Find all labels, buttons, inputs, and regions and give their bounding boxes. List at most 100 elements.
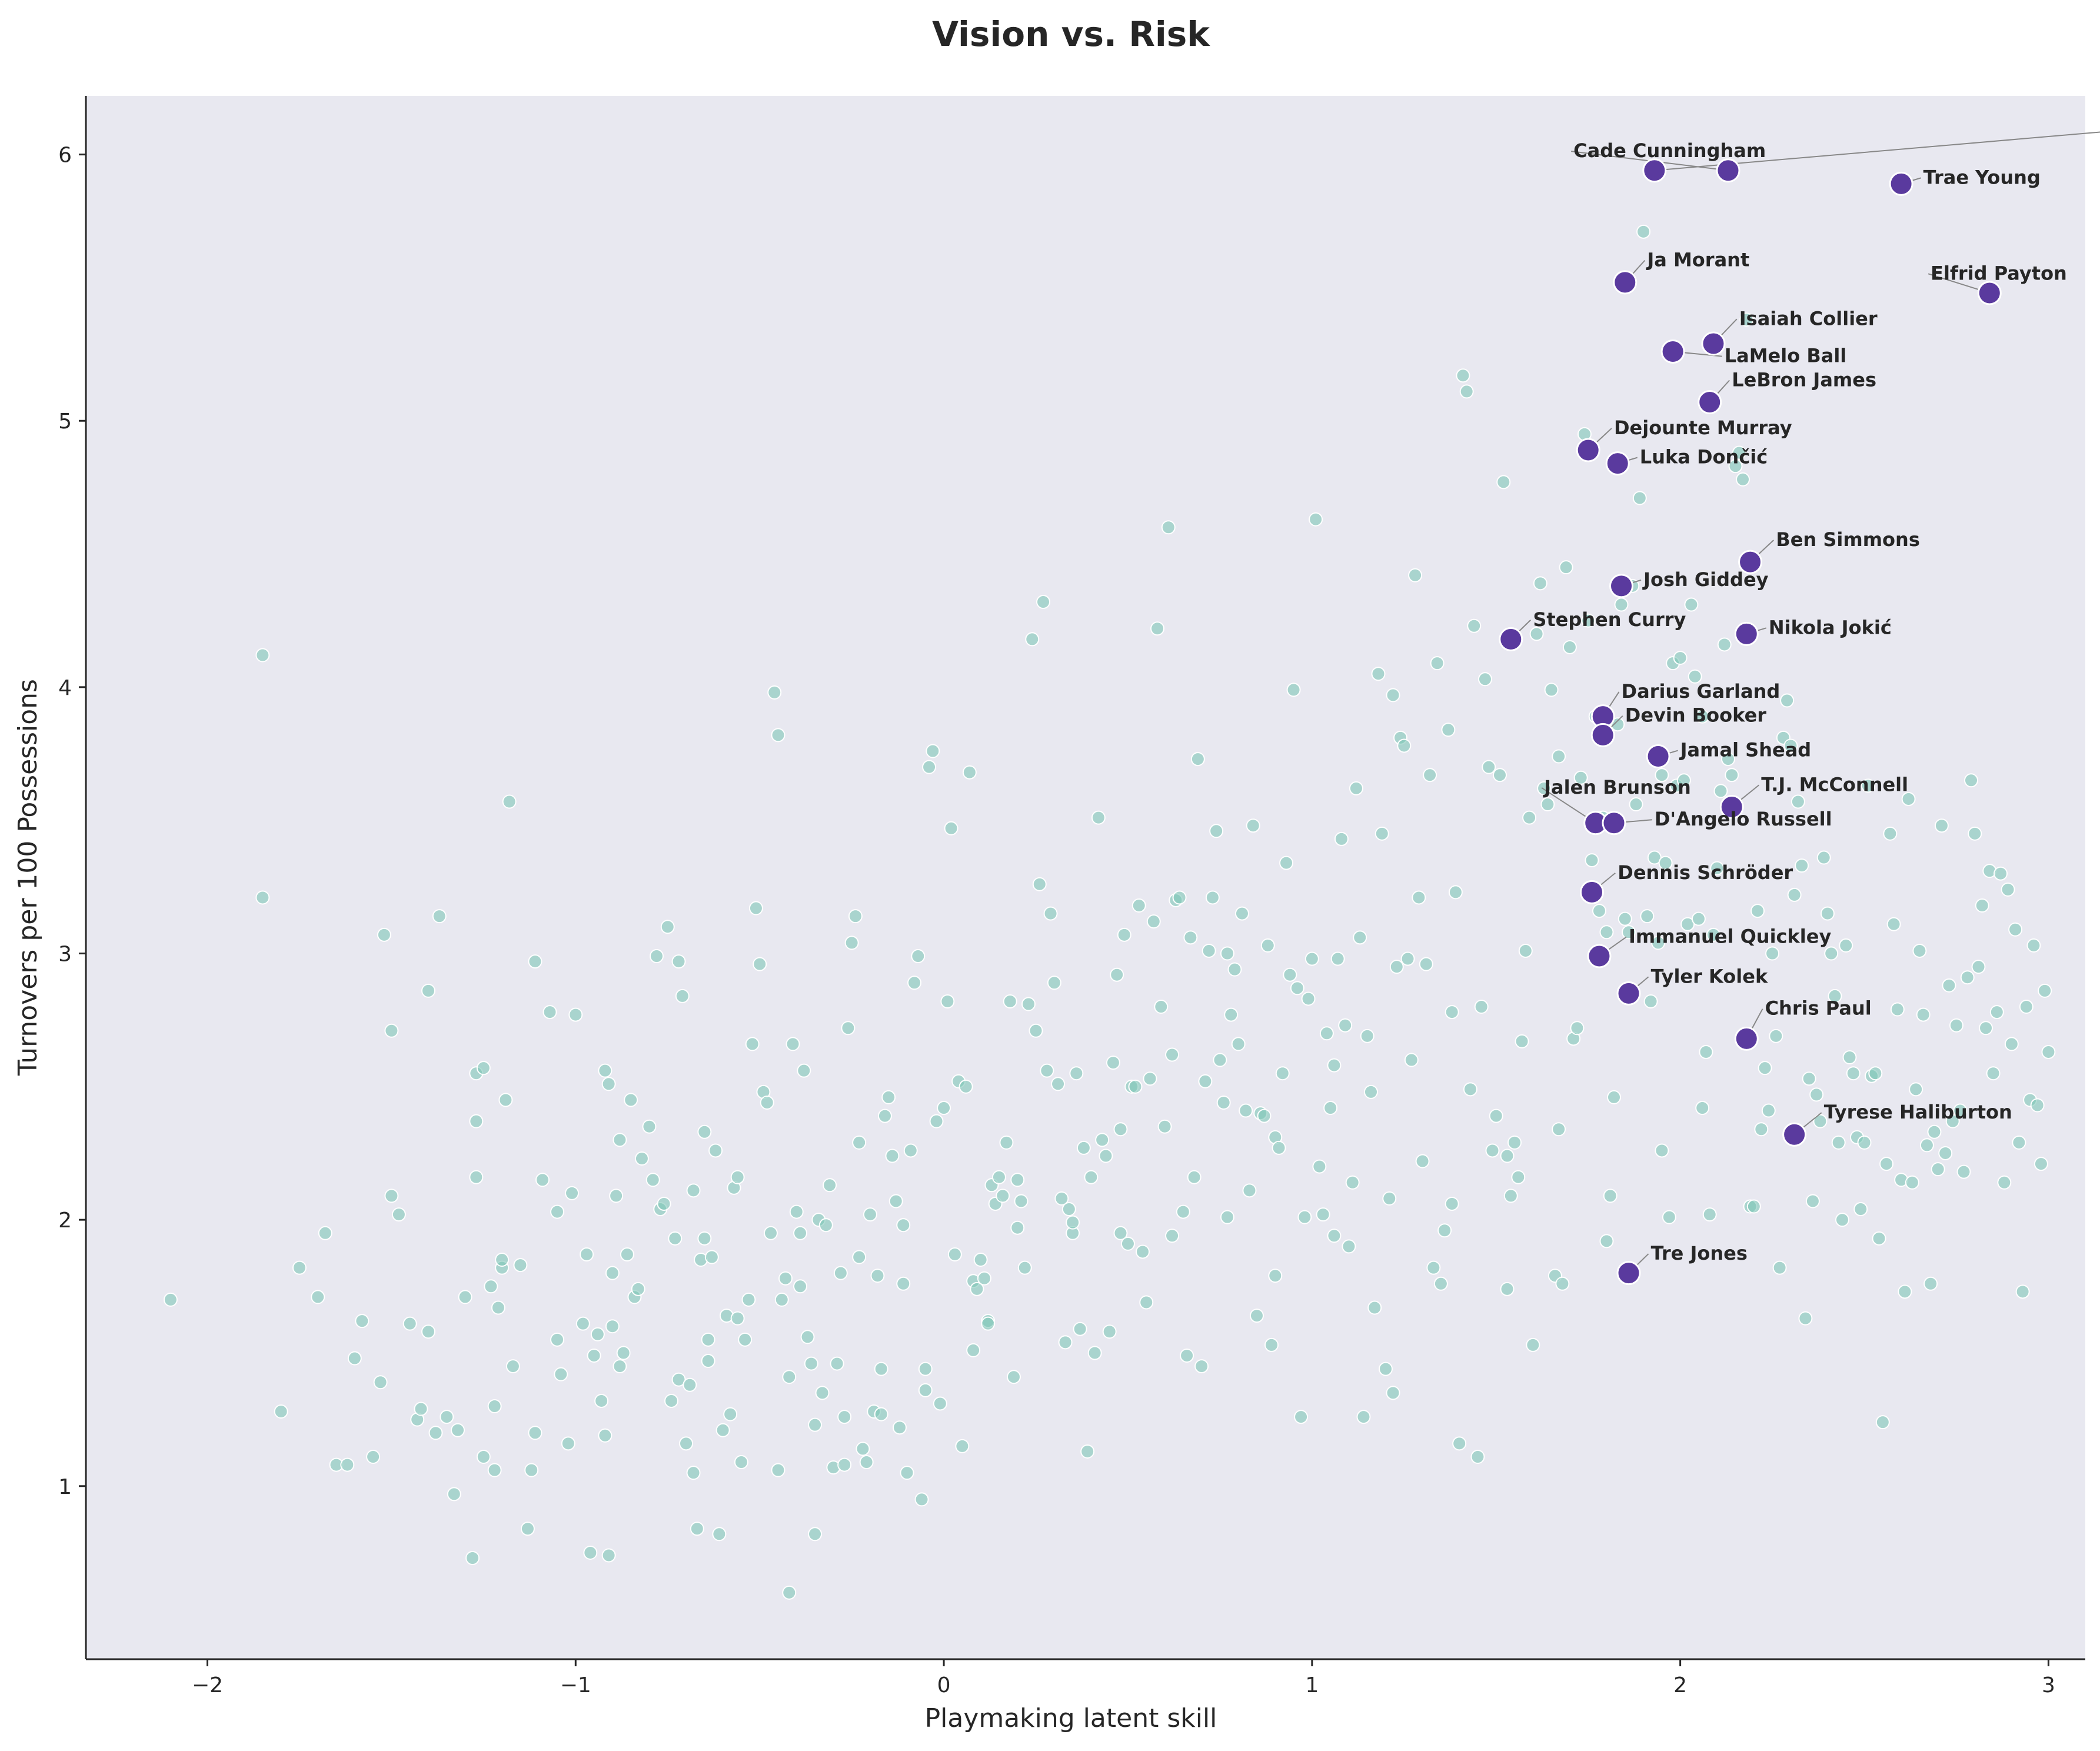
background-point <box>885 1149 900 1163</box>
background-point <box>1765 946 1780 961</box>
background-point <box>973 1253 988 1267</box>
background-point <box>1323 1101 1338 1116</box>
background-point <box>421 1324 435 1339</box>
background-point <box>1367 1300 1382 1315</box>
x-tick-label: −1 <box>560 1673 591 1697</box>
leader-line <box>1654 131 2100 171</box>
chart-title: Vision vs. Risk <box>932 14 1210 54</box>
background-point <box>583 1545 598 1560</box>
background-point <box>601 1548 616 1563</box>
background-point <box>624 1093 638 1107</box>
background-point <box>797 1063 811 1078</box>
background-point <box>1087 1346 1102 1360</box>
background-point <box>1437 1223 1452 1238</box>
background-point <box>1426 1260 1441 1275</box>
highlight-label: Isaiah Collier <box>1739 307 1878 329</box>
background-point <box>774 1292 789 1307</box>
background-point <box>793 1226 808 1240</box>
background-point <box>841 1021 856 1036</box>
highlight-label: Dennis Schröder <box>1618 861 1793 884</box>
background-point <box>2015 1284 2030 1299</box>
background-point <box>1040 1063 1054 1078</box>
highlight-label: Ja Morant <box>1646 249 1749 271</box>
background-point <box>1290 981 1304 996</box>
background-point <box>1989 1005 2004 1020</box>
background-point <box>1813 1114 1828 1129</box>
background-point <box>1474 1000 1489 1014</box>
background-point <box>1485 1143 1500 1158</box>
background-point <box>1467 618 1482 633</box>
background-point <box>657 1196 671 1211</box>
background-point <box>1131 898 1146 913</box>
background-point <box>1898 1284 1912 1299</box>
highlight-label: Immanuel Quickley <box>1629 925 1831 947</box>
background-point <box>1658 855 1673 870</box>
background-point <box>808 1417 823 1432</box>
background-point <box>520 1522 535 1536</box>
background-point <box>1304 951 1319 966</box>
background-point <box>561 1436 575 1451</box>
background-point <box>1297 1210 1312 1224</box>
background-point <box>414 1402 428 1416</box>
highlight-label: T.J. McConnell <box>1761 773 1908 795</box>
highlight-label: Luka Dončić <box>1640 446 1768 468</box>
background-point <box>668 1231 683 1246</box>
background-point <box>1371 667 1386 681</box>
background-point <box>1603 1189 1618 1203</box>
background-point <box>421 983 435 998</box>
background-point <box>896 1276 911 1291</box>
background-point <box>1986 1066 2001 1081</box>
background-point <box>620 1247 634 1261</box>
background-point <box>1327 1058 1342 1073</box>
background-point <box>1342 1239 1356 1254</box>
background-point <box>962 765 977 780</box>
background-point <box>1688 669 1702 684</box>
background-point <box>1842 1050 1857 1065</box>
background-point <box>605 1266 620 1280</box>
background-point <box>163 1292 178 1307</box>
background-point <box>970 1281 984 1296</box>
highlight-point <box>1719 795 1744 820</box>
background-point <box>1161 520 1176 535</box>
background-point <box>859 1455 874 1470</box>
background-point <box>1861 778 1875 793</box>
background-point <box>830 1356 844 1371</box>
highlight-label: Tyler Kolek <box>1651 965 1768 987</box>
background-point <box>458 1290 472 1304</box>
background-point <box>1552 749 1566 764</box>
background-point <box>1511 1170 1526 1184</box>
background-point <box>1927 1124 1942 1139</box>
background-point <box>524 1463 539 1477</box>
background-point <box>771 728 786 743</box>
background-point <box>469 1114 484 1129</box>
background-point <box>1386 688 1400 703</box>
background-point <box>896 1218 911 1233</box>
background-point <box>701 1354 715 1369</box>
background-point <box>1183 930 1198 945</box>
background-point <box>918 1383 933 1397</box>
background-point <box>1739 312 1754 327</box>
background-point <box>1477 672 1492 687</box>
background-point <box>274 1404 288 1419</box>
background-point <box>1706 927 1720 942</box>
background-point <box>741 1292 756 1307</box>
background-point <box>1010 1173 1025 1187</box>
background-point <box>1102 1324 1117 1339</box>
background-point <box>679 1436 694 1451</box>
background-point <box>708 1143 723 1158</box>
background-point <box>1463 1082 1477 1097</box>
background-point <box>922 760 937 774</box>
background-point <box>613 1359 627 1374</box>
background-point <box>1154 1000 1169 1014</box>
background-point <box>1456 368 1470 383</box>
background-point <box>1975 898 1989 913</box>
background-point <box>1828 988 1842 1003</box>
background-point <box>1135 1244 1150 1259</box>
background-point <box>1949 1018 1963 1033</box>
background-point <box>1058 1335 1073 1350</box>
background-point <box>1260 938 1275 953</box>
background-point <box>715 1423 730 1437</box>
background-point <box>782 1585 797 1600</box>
background-point <box>1014 1194 1029 1209</box>
background-point <box>1445 1196 1459 1211</box>
